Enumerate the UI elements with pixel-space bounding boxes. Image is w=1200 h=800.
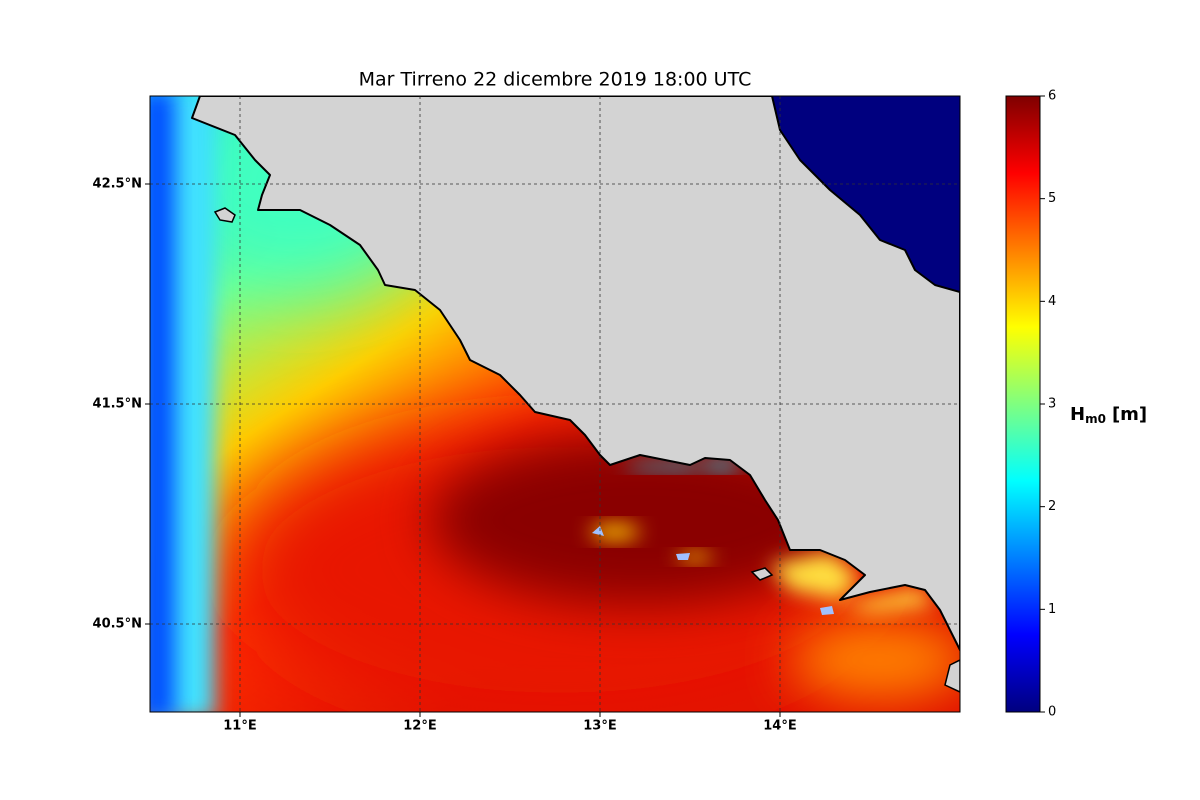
island [750, 567, 774, 581]
x-tick-label: 14°E [763, 719, 796, 734]
island [213, 207, 236, 223]
land [944, 659, 960, 693]
adriatic-sea [772, 96, 960, 292]
colorbar-tick-label: 5 [1048, 191, 1056, 206]
island [592, 526, 604, 536]
y-tick-label: 41.5°N [93, 397, 142, 412]
colorbar-tick-label: 6 [1048, 89, 1056, 104]
wave-field [150, 96, 960, 712]
colorbar-label: Hm0 [m] [1070, 404, 1147, 426]
x-tick-label: 12°E [403, 719, 436, 734]
island [820, 606, 834, 615]
x-tick-label: 11°E [223, 719, 256, 734]
y-tick-label: 42.5°N [93, 177, 142, 192]
label-main: H [1070, 404, 1085, 425]
grid [150, 96, 960, 712]
island [676, 553, 690, 560]
sheltered-area [620, 460, 740, 470]
colorbar-tick-label: 4 [1048, 294, 1056, 309]
land [191, 96, 960, 651]
island-shadow [590, 524, 640, 540]
y-tick-label: 40.5°N [93, 617, 142, 632]
colorbar-tick-label: 2 [1048, 499, 1056, 514]
x-tick-label: 13°E [583, 719, 616, 734]
colorbar [1005, 95, 1041, 713]
sheltered-area [770, 552, 860, 600]
map-title: Mar Tirreno 22 dicembre 2019 18:00 UTC [359, 69, 752, 91]
field-blob [430, 435, 850, 605]
label-unit: [m] [1112, 404, 1147, 425]
colorbar-tick-label: 3 [1048, 397, 1056, 412]
label-sub: m0 [1085, 412, 1106, 426]
colorbar-tick-label: 1 [1048, 602, 1056, 617]
colorbar-tick-label: 0 [1048, 705, 1056, 720]
field-blob [790, 620, 960, 700]
sheltered-area [840, 588, 935, 612]
